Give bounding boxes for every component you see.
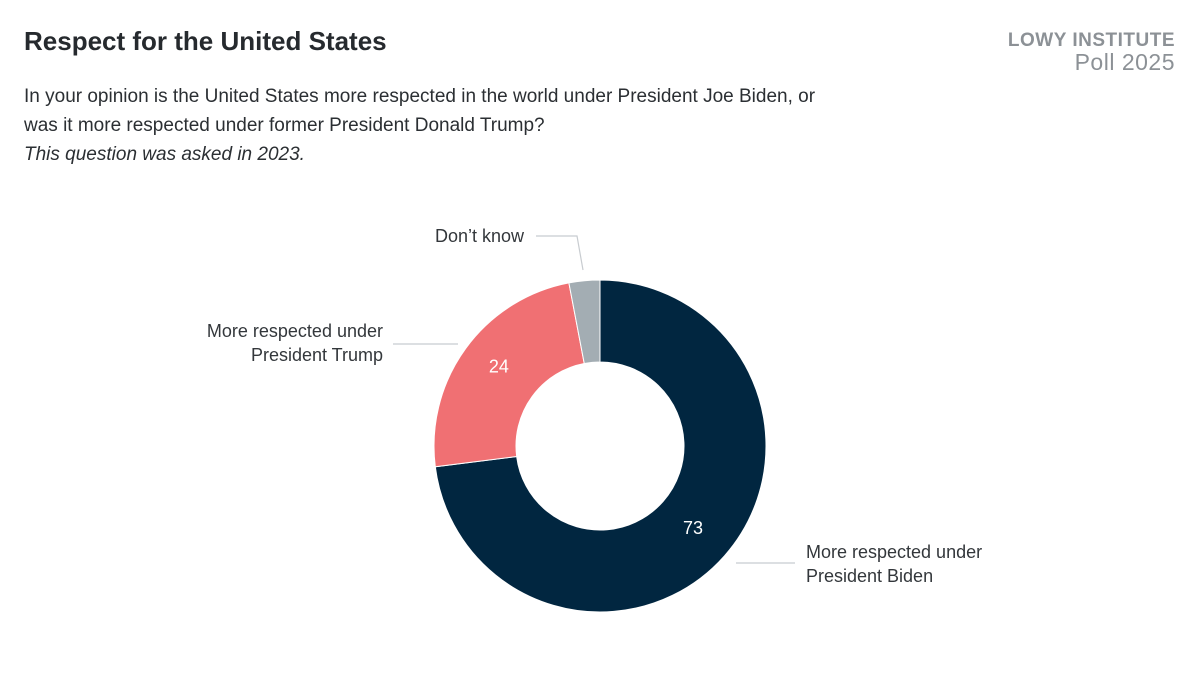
question-line-2: was it more respected under former Presi… [24, 115, 545, 136]
slice-0[interactable] [434, 279, 767, 613]
data-label-0: 73 [683, 518, 703, 538]
slice-2[interactable] [568, 279, 601, 365]
brand-poll-year: Poll 2025 [1074, 49, 1175, 75]
category-label-0: More respected under President Biden [806, 542, 982, 586]
data-label-1: 24 [489, 357, 509, 377]
category-label-1: More respected under President Trump [207, 321, 383, 365]
question-line-1: In your opinion is the United States mor… [24, 86, 816, 107]
chart-title: Respect for the United States [24, 26, 387, 56]
category-label-2: Don’t know [435, 226, 525, 246]
slice-1[interactable] [433, 282, 585, 468]
leader-line-2 [536, 235, 584, 271]
question-note: This question was asked in 2023. [24, 144, 305, 165]
brand-logo: LOWY INSTITUTE Poll 2025 [1008, 30, 1175, 74]
brand-name: LOWY INSTITUTE [1007, 30, 1175, 51]
chart-subtitle: In your opinion is the United States mor… [24, 82, 924, 169]
